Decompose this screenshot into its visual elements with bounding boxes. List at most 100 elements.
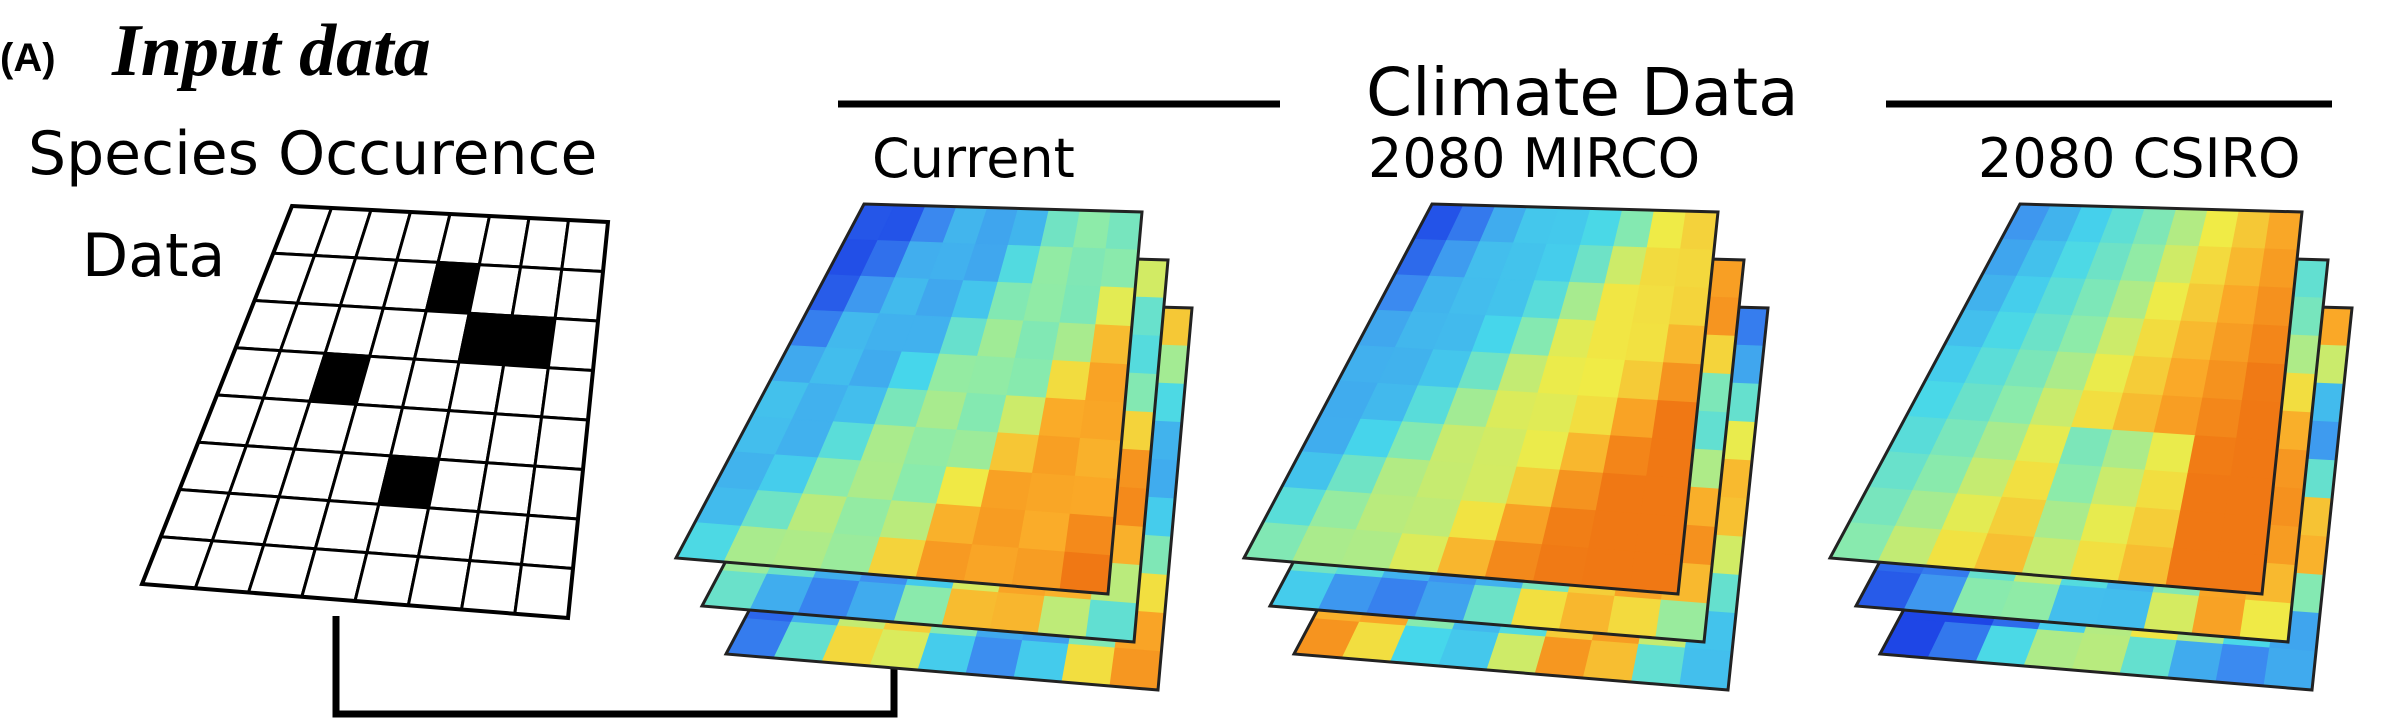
raster-cell <box>1610 397 1659 439</box>
panel-tag: (A) <box>0 36 56 80</box>
raster-cell <box>2153 395 2204 437</box>
raster-cell <box>2095 588 2154 631</box>
occurrence-grid-cell <box>560 218 610 274</box>
raster-cell <box>1639 247 1682 288</box>
climate-stack-current <box>673 202 1194 692</box>
raster-cell <box>2231 209 2272 250</box>
scenario-label-2080-csiro: 2080 CSIRO <box>1978 127 2301 190</box>
raster-cell <box>1484 540 1543 583</box>
raster-cell <box>1079 400 1126 442</box>
raster-cell <box>1025 472 1076 515</box>
raster-cell <box>1031 435 1081 477</box>
raster-cell <box>1045 359 1092 402</box>
raster-cell <box>1631 643 1686 687</box>
raster-cell <box>1550 469 1604 512</box>
raster-cell <box>1061 643 1116 687</box>
raster-cell <box>2264 210 2303 251</box>
occurrence-presence-cell <box>501 314 557 370</box>
raster-cell <box>2172 510 2226 553</box>
raster-cell <box>1541 506 1597 549</box>
raster-cell <box>1631 284 1676 326</box>
occurrence-grid-cell <box>518 216 571 271</box>
raster-cell <box>2069 540 2128 583</box>
raster-cell <box>1090 324 1133 366</box>
raster-cell <box>1558 592 1616 635</box>
raster-cell <box>1013 640 1070 683</box>
raster-cell <box>1651 400 1699 442</box>
raster-cell <box>2144 432 2196 474</box>
raster-cell <box>2202 359 2249 402</box>
raster-cell <box>1085 362 1129 404</box>
occurrence-grid-cell <box>553 267 605 323</box>
climate-stack-2080-mirco <box>1241 202 1770 692</box>
raster-cell <box>1074 437 1123 480</box>
raster-cell <box>1680 210 1719 251</box>
occurrence-grid-cell <box>468 510 530 567</box>
raster-cell <box>1510 588 1569 631</box>
raster-cell <box>2180 472 2232 515</box>
raster-cell <box>2167 640 2224 683</box>
occurrence-grid-cell <box>519 513 580 571</box>
raster-cell <box>1674 248 1715 289</box>
raster-cell <box>2258 248 2299 289</box>
raster-cell <box>1100 248 1140 289</box>
raster-layer-front <box>1827 202 2304 596</box>
raster-cell <box>1646 209 1687 250</box>
raster-cell <box>2165 547 2221 591</box>
climate-data-label: Climate Data <box>1366 54 1799 131</box>
raster-cell <box>965 636 1024 679</box>
raster-cell <box>1655 599 1709 643</box>
raster-cell <box>963 544 1020 587</box>
raster-cell <box>1532 544 1590 587</box>
raster-cell <box>2219 513 2271 557</box>
raster-layer-front <box>673 202 1144 596</box>
occurrence-label-line2: Data <box>82 221 226 291</box>
scenario-label-current: Current <box>872 127 1075 190</box>
raster-border <box>1827 202 2304 596</box>
raster-cell <box>1595 472 1648 515</box>
occurrence-grid-cell <box>406 555 472 612</box>
raster-cell <box>1582 640 1640 683</box>
raster-cell <box>1581 547 1636 591</box>
raster-cell <box>2119 636 2178 679</box>
raster-cell <box>1559 432 1612 474</box>
raster-border <box>673 202 1144 596</box>
raster-cell <box>1059 284 1102 326</box>
occurrence-grid-cell <box>416 506 481 563</box>
raster-cell <box>2187 435 2238 477</box>
raster-cell <box>1588 510 1642 553</box>
raster-cell <box>2191 595 2247 639</box>
raster-cell <box>1534 636 1593 679</box>
raster-cell <box>2224 475 2275 519</box>
raster-cell <box>2216 284 2260 326</box>
raster-cell <box>1640 475 1691 519</box>
occurrence-grid-cell <box>485 412 544 468</box>
raster-cell <box>1668 286 1711 328</box>
raster-cell <box>1011 547 1066 591</box>
raster-cell <box>2247 324 2291 366</box>
raster-cell <box>1568 395 1619 437</box>
raster-border <box>1241 202 1720 596</box>
occurrence-grid-cell <box>533 415 590 472</box>
raster-cell <box>1577 357 1626 399</box>
raster-cell <box>1037 595 1092 639</box>
raster-cell <box>1072 209 1112 250</box>
raster-cell <box>1624 322 1670 364</box>
raster-cell <box>1617 359 1665 402</box>
raster-cell <box>988 432 1040 474</box>
raster-cell <box>980 469 1034 512</box>
occurrence-grid-cell <box>513 562 575 620</box>
occurrence-grid-cell <box>526 464 585 521</box>
occurrence-grid-cell <box>546 316 600 373</box>
raster-cell <box>1663 324 1707 366</box>
raster-cell <box>1095 286 1136 328</box>
raster-cell <box>1646 437 1695 480</box>
raster-cell <box>2215 643 2271 687</box>
raster-cell <box>1105 210 1143 251</box>
occurrence-grid-cell <box>426 457 489 514</box>
raster-cell <box>1607 595 1662 639</box>
raster-cell <box>941 588 1000 631</box>
raster-cell <box>2241 362 2287 404</box>
raster-cell <box>1066 247 1107 288</box>
